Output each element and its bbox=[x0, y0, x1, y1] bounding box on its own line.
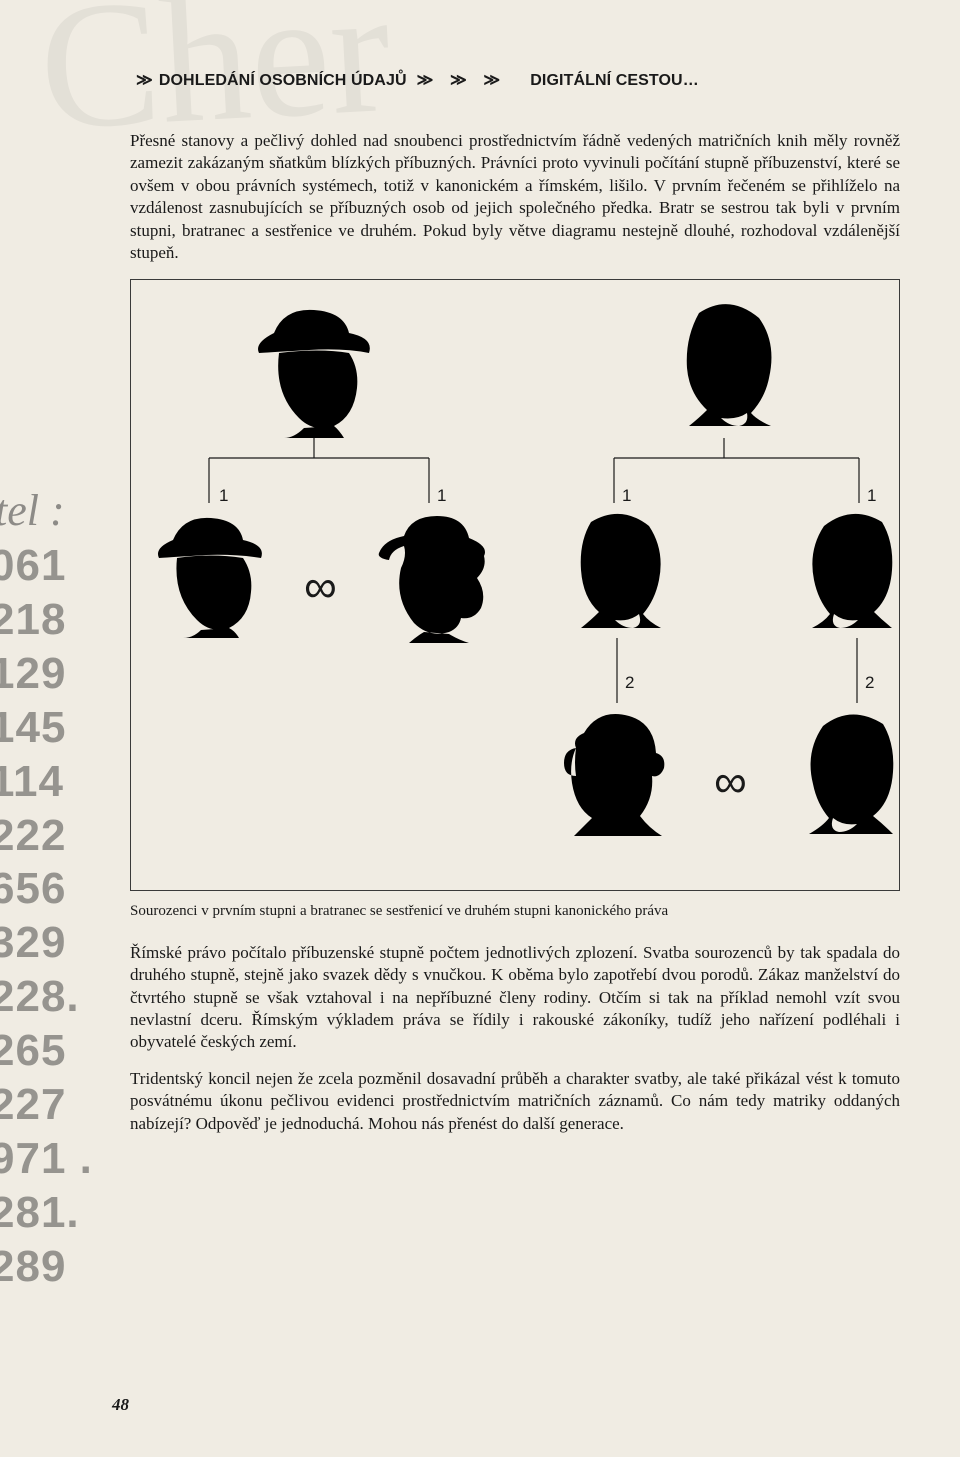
silhouette-man-fedora-icon bbox=[151, 508, 271, 643]
chevron-icon: ≫ bbox=[450, 72, 467, 89]
tree-canvas: 1 1 ∞ bbox=[159, 298, 871, 868]
infinity-icon: ∞ bbox=[714, 758, 747, 804]
infinity-icon: ∞ bbox=[304, 563, 337, 609]
degree-label: 1 bbox=[219, 486, 228, 506]
degree-label: 2 bbox=[865, 673, 874, 693]
page-content: ≫ DOHLEDÁNÍ OSOBNÍCH ÚDAJŮ ≫ ≫ ≫ DIGITÁL… bbox=[0, 0, 960, 1189]
chevron-icon: ≫ bbox=[136, 70, 153, 90]
chevron-icon: ≫ bbox=[483, 72, 500, 89]
chevron-icon: ≫ bbox=[417, 72, 434, 89]
silhouette-man-profile-icon bbox=[559, 508, 674, 643]
page-number: 48 bbox=[112, 1395, 129, 1415]
silhouette-man-fedora-icon bbox=[249, 298, 379, 443]
paragraph-intro: Přesné stanovy a pečlivý dohled nad snou… bbox=[130, 130, 900, 265]
silhouette-man-profile-icon bbox=[797, 708, 915, 848]
bg-number: 289 bbox=[0, 1241, 93, 1293]
bg-number: 281. bbox=[0, 1187, 93, 1239]
kinship-diagram: 1 1 ∞ bbox=[130, 279, 900, 891]
silhouette-man-profile-icon bbox=[799, 508, 914, 643]
paragraph: Tridentský koncil nejen že zcela pozměni… bbox=[130, 1068, 900, 1135]
degree-label: 1 bbox=[437, 486, 446, 506]
figure-caption: Sourozenci v prvním stupni a bratranec s… bbox=[130, 903, 900, 920]
connector-line bbox=[559, 438, 909, 518]
degree-label: 1 bbox=[867, 486, 876, 506]
headline-left: DOHLEDÁNÍ OSOBNÍCH ÚDAJŮ bbox=[159, 72, 407, 90]
paragraph: Římské právo počítalo příbuzenské stupně… bbox=[130, 942, 900, 1054]
chevron-group: ≫ ≫ ≫ bbox=[411, 70, 507, 90]
running-head: ≫ DOHLEDÁNÍ OSOBNÍCH ÚDAJŮ ≫ ≫ ≫ DIGITÁL… bbox=[130, 70, 900, 90]
degree-label: 2 bbox=[625, 673, 634, 693]
silhouette-woman-hat-icon bbox=[369, 508, 494, 648]
body-text: Přesné stanovy a pečlivý dohled nad snou… bbox=[130, 130, 900, 265]
connector-line bbox=[559, 638, 909, 718]
degree-label: 1 bbox=[622, 486, 631, 506]
silhouette-woman-bun-icon bbox=[554, 708, 674, 848]
connector-line bbox=[159, 438, 509, 518]
silhouette-bald-man-icon bbox=[659, 298, 789, 443]
headline-right: DIGITÁLNÍ CESTOU… bbox=[530, 72, 699, 90]
body-text: Římské právo počítalo příbuzenské stupně… bbox=[130, 942, 900, 1136]
